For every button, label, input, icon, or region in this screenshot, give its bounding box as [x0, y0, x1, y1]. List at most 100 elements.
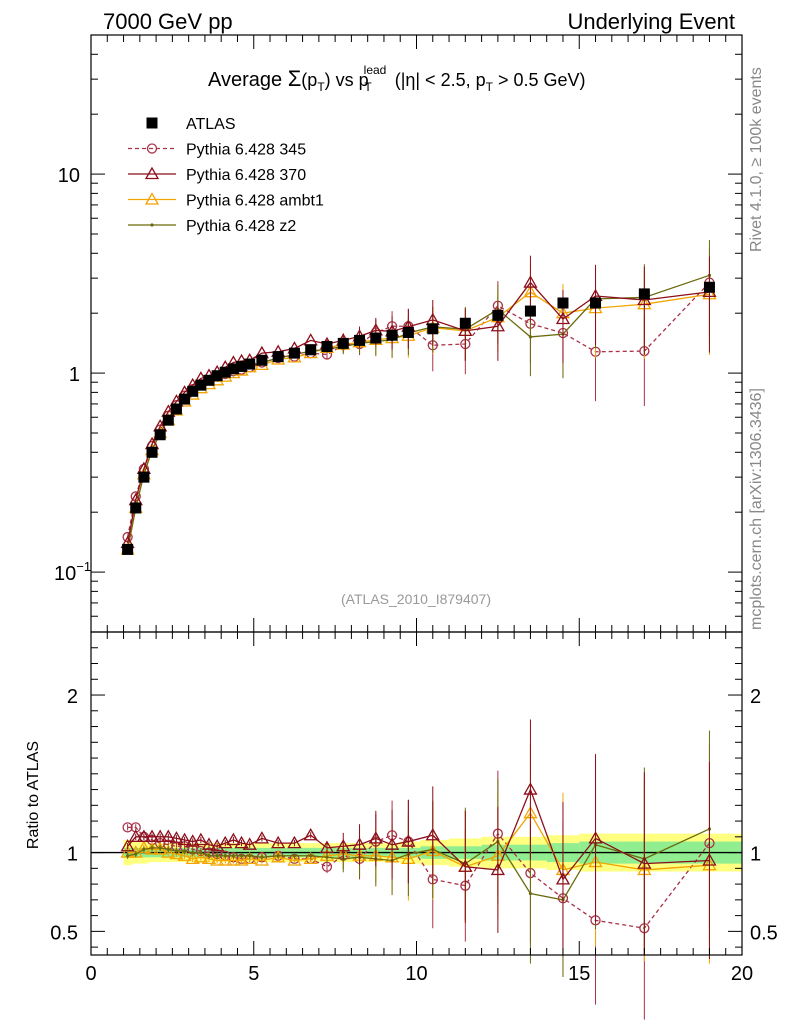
y-tick-label: 1 — [69, 364, 80, 386]
marker-p370 — [458, 323, 473, 337]
series-z2 — [126, 239, 712, 552]
marker-z2 — [528, 335, 533, 339]
ratio-marker-p370 — [588, 831, 603, 844]
legend-item-ambt1: Pythia 6.428 ambt1 — [128, 192, 324, 210]
legend-marker — [150, 223, 154, 227]
ratio-marker-p370 — [144, 829, 160, 842]
ratio-y-tick-label: 2 — [67, 686, 78, 708]
marker-data — [154, 429, 166, 441]
ratio-marker-z2 — [191, 850, 195, 855]
ratio-marker-z2 — [276, 854, 280, 858]
ratio-marker-p370 — [352, 837, 367, 850]
ratio-marker-ambt1 — [226, 853, 241, 866]
legend-label: Pythia 6.428 ambt1 — [186, 193, 324, 210]
ratio-marker-ambt1 — [201, 851, 217, 865]
ratio-y-tick-label: 0.5 — [50, 922, 78, 944]
header-left: 7000 GeV pp — [103, 9, 233, 34]
marker-data — [203, 374, 215, 386]
ratio-ylabel: Ratio to ATLAS — [25, 741, 42, 849]
legend-marker — [146, 117, 158, 129]
marker-data — [211, 370, 223, 382]
y-tick-label: 10−1 — [54, 559, 91, 585]
ratio-marker-z2 — [309, 854, 313, 858]
series-line-p370 — [126, 281, 710, 544]
ratio-marker-z2 — [292, 854, 297, 858]
legend-item-p345: Pythia 6.428 345 — [128, 142, 306, 159]
ratio-marker-p370 — [702, 853, 717, 866]
ratio-marker-z2 — [223, 854, 227, 858]
marker-data — [162, 414, 174, 426]
ratio-marker-p370 — [401, 834, 416, 847]
ratio-marker-p370 — [287, 835, 302, 849]
ratio-marker-p370 — [490, 862, 505, 876]
ratio-marker-p370 — [169, 831, 184, 844]
main-plot-panel: 10−1 1 10 Average Σ(pT) vs plead T (|η| < 2… — [54, 34, 743, 633]
x-tick-label: 5 — [248, 963, 259, 985]
ratio-marker-z2 — [325, 855, 329, 859]
ratio-marker-p370 — [201, 837, 217, 850]
ratio-marker-p370 — [153, 829, 168, 842]
ratio-marker-p370 — [193, 832, 208, 846]
ratio-marker-p370 — [425, 827, 440, 841]
ratio-y-tick-label-right: 2 — [750, 686, 761, 708]
marker-p370 — [303, 333, 318, 346]
main-plot-series — [120, 239, 717, 555]
y-tick-label: 10 — [58, 165, 80, 187]
marker-data — [170, 403, 182, 415]
ratio-marker-ambt1 — [242, 851, 257, 865]
ratio-marker-ambt1 — [218, 853, 233, 866]
ratio-marker-z2 — [174, 849, 179, 853]
ratio-marker-z2 — [239, 854, 244, 858]
marker-data — [195, 379, 207, 391]
ratio-marker-z2 — [126, 854, 130, 858]
marker-data — [386, 329, 398, 341]
ratio-marker-ambt1 — [185, 851, 200, 865]
ratio-marker-z2 — [260, 855, 264, 859]
x-tick-label: 10 — [405, 963, 427, 985]
ratio-line-z2 — [127, 828, 710, 901]
legend-label: Pythia 6.428 z2 — [186, 218, 296, 235]
legend: ATLAS Pythia 6.428 345 Pythia 6.428 370 Pyt… — [128, 116, 324, 235]
marker-data — [288, 347, 300, 359]
ratio-marker-p370 — [336, 838, 351, 852]
ratio-marker-ambt1 — [234, 853, 249, 866]
ratio-marker-ambt1 — [287, 853, 302, 866]
ratio-marker-p370 — [368, 831, 383, 844]
ratio-marker-ambt1 — [254, 853, 270, 866]
legend-label: Pythia 6.428 345 — [186, 142, 306, 159]
ratio-plot-panel: 0.5 0.51 12 20 5 10 15 20 Ratio to ATLAS — [25, 631, 778, 1020]
legend-item-z2: Pythia 6.428 z2 — [128, 218, 296, 235]
ratio-marker-p345 — [122, 822, 133, 833]
marker-data — [187, 385, 199, 397]
ratio-marker-ambt1 — [210, 853, 225, 866]
ratio-marker-p370 — [458, 859, 473, 872]
legend-item-p370: Pythia 6.428 370 — [128, 166, 306, 184]
marker-data — [459, 317, 471, 329]
ratio-marker-p370 — [555, 872, 571, 885]
marker-data — [590, 297, 602, 309]
ratio-plot-series — [120, 719, 717, 1020]
ratio-marker-ambt1 — [161, 845, 176, 858]
series-ambt1 — [120, 258, 717, 555]
ratio-marker-p370 — [242, 837, 257, 850]
ratio-marker-ambt1 — [169, 846, 184, 860]
ratio-marker-z2 — [199, 850, 203, 855]
marker-data — [402, 326, 414, 338]
marker-p370 — [555, 311, 571, 325]
marker-data — [227, 363, 239, 375]
marker-data — [427, 323, 439, 335]
marker-data — [219, 366, 231, 378]
x-tick-label: 15 — [568, 963, 590, 985]
ratio-marker-p370 — [384, 837, 400, 850]
ratio-marker-z2 — [207, 854, 211, 858]
marker-data — [557, 297, 569, 309]
ratio-marker-ambt1 — [193, 850, 208, 863]
legend-label: Pythia 6.428 370 — [186, 167, 306, 184]
marker-data — [236, 360, 248, 372]
ratio-plot-axes: 0.5 0.51 12 20 5 10 15 20 — [50, 631, 778, 985]
ratio-marker-p370 — [185, 834, 200, 847]
marker-data — [146, 446, 158, 458]
series-line-p345 — [126, 282, 710, 538]
marker-data — [337, 337, 349, 349]
